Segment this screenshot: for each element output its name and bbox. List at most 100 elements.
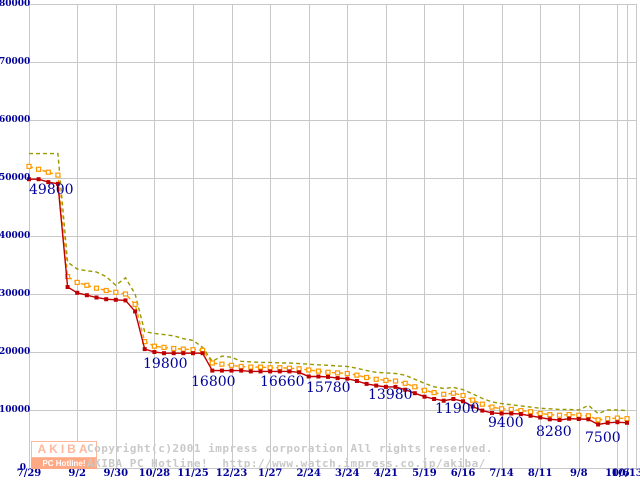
middle-price-dashed-orange-marker <box>421 387 428 393</box>
lowest-price-solid-red-marker <box>123 298 128 303</box>
lowest-price-solid-red-marker <box>142 347 147 352</box>
y-tick-label: 10000 <box>0 405 31 415</box>
middle-price-dashed-orange-marker <box>556 412 563 418</box>
middle-price-dashed-orange-marker <box>132 301 138 307</box>
lowest-price-solid-red-marker <box>605 420 610 425</box>
lowest-price-solid-red-marker <box>432 397 437 401</box>
lowest-price-solid-red-marker <box>104 297 109 302</box>
lowest-price-solid-red-marker <box>412 391 417 396</box>
lowest-price-solid-red-marker <box>345 376 350 381</box>
lowest-price-solid-red-marker <box>316 374 321 379</box>
y-tick-label: 20000 <box>0 347 31 357</box>
lowest-price-solid-red-marker <box>210 368 215 373</box>
middle-price-dashed-orange-marker <box>392 378 399 384</box>
lowest-price-solid-red-marker <box>538 415 543 420</box>
middle-price-dashed-orange-marker <box>219 361 225 367</box>
middle-price-dashed-orange-marker <box>605 416 611 422</box>
lowest-price-solid-red-marker <box>528 413 533 418</box>
data-label: 8280 <box>536 424 572 440</box>
middle-price-dashed-orange-marker <box>113 289 119 295</box>
middle-price-dashed-orange-marker <box>576 412 582 418</box>
site-url-line: AKIBA PC Hotline! http://www.watch.impre… <box>87 457 486 470</box>
lowest-price-solid-red-marker <box>326 374 330 379</box>
middle-price-dashed-orange-marker <box>489 404 495 410</box>
middle-price-dashed-orange-marker <box>238 363 244 370</box>
y-tick-label: 30000 <box>0 289 31 299</box>
x-tick-label: 7/14 <box>489 468 514 479</box>
lowest-price-solid-red-marker <box>393 384 398 389</box>
middle-price-dashed-orange-marker <box>74 279 80 285</box>
middle-price-dashed-orange-marker <box>566 412 572 418</box>
lowest-price-solid-red-marker <box>152 350 157 354</box>
middle-price-dashed-orange-marker <box>527 409 534 415</box>
lowest-price-solid-red-marker <box>306 374 311 379</box>
middle-price-dashed-orange-marker <box>412 384 418 390</box>
pc-hotline-logo-band: PC Hotline! <box>31 458 97 469</box>
data-label: 9400 <box>488 415 524 431</box>
lowest-price-solid-red-marker <box>65 285 70 289</box>
lowest-price-solid-red-marker <box>596 422 601 427</box>
data-label: 49800 <box>29 182 74 198</box>
data-label: 16800 <box>191 374 236 390</box>
y-tick-label: 40000 <box>0 231 31 241</box>
lowest-price-solid-red-marker <box>335 376 340 381</box>
middle-price-dashed-orange-marker <box>344 370 350 377</box>
middle-price-dashed-orange-marker <box>171 345 177 352</box>
middle-price-dashed-orange-marker <box>190 347 196 353</box>
x-tick-label: 12/23 <box>215 468 248 479</box>
x-tick-label: 10/28 <box>138 468 171 479</box>
lowest-price-solid-red-marker <box>239 368 244 373</box>
upper-price-dashed-olive-line <box>29 152 628 415</box>
lowest-price-solid-red-marker <box>55 181 60 186</box>
lowest-price-solid-red-marker <box>461 399 465 404</box>
data-label: 13980 <box>368 387 413 403</box>
lowest-price-solid-red-marker <box>557 418 562 422</box>
x-tick-label: 3/24 <box>335 468 360 479</box>
lowest-price-solid-red-marker <box>268 369 273 374</box>
copyright-line: Copyright(c)2001 impress corporation All… <box>87 442 493 455</box>
lowest-price-solid-red-marker <box>586 417 591 422</box>
middle-price-dashed-orange-marker <box>624 416 630 422</box>
lowest-price-solid-red-marker <box>470 404 475 409</box>
lowest-price-solid-red-marker <box>277 369 282 374</box>
x-tick-label: 9/2 <box>68 468 86 479</box>
middle-price-dashed-orange-marker <box>518 408 524 414</box>
lowest-price-solid-red-marker <box>171 351 176 356</box>
middle-price-dashed-orange-marker <box>277 365 283 371</box>
lowest-price-solid-red-marker <box>297 370 302 375</box>
lowest-price-solid-red-marker <box>518 412 523 417</box>
y-tick-label: 60000 <box>0 115 31 125</box>
lowest-price-solid-red-marker <box>374 383 379 388</box>
middle-price-dashed-orange-marker <box>103 287 109 294</box>
middle-price-dashed-orange-marker <box>64 274 71 280</box>
middle-price-dashed-orange-marker <box>470 397 476 403</box>
data-label: 7500 <box>585 430 621 446</box>
lowest-price-solid-red-marker <box>509 411 514 416</box>
lowest-price-solid-red-marker <box>403 387 408 392</box>
middle-price-dashed-orange-marker <box>383 377 389 383</box>
lowest-price-solid-red-marker <box>219 368 224 373</box>
x-tick-label: 6/16 <box>450 468 476 479</box>
lowest-price-solid-red-marker <box>27 177 31 182</box>
lowest-price-solid-red-marker <box>94 295 99 300</box>
middle-price-dashed-orange-marker <box>93 285 100 291</box>
lowest-price-solid-red-marker <box>576 417 581 421</box>
y-tick-label: 70000 <box>0 57 31 67</box>
middle-price-dashed-orange-marker <box>614 415 621 421</box>
middle-price-dashed-orange-marker <box>161 344 167 350</box>
middle-price-dashed-orange-marker <box>354 372 360 378</box>
middle-price-dashed-orange-marker <box>35 166 42 172</box>
plot-border <box>29 4 637 469</box>
lowest-price-solid-red-marker <box>490 410 494 415</box>
middle-price-dashed-orange-marker <box>479 401 485 407</box>
lowest-price-solid-red-marker <box>625 420 629 425</box>
middle-price-dashed-orange-marker <box>537 410 543 417</box>
middle-price-dashed-orange-marker <box>248 364 254 370</box>
lowest-price-solid-red-marker <box>84 293 89 298</box>
middle-price-dashed-orange-marker <box>315 368 321 374</box>
middle-price-dashed-orange-marker <box>257 364 264 370</box>
lowest-price-solid-red-marker <box>615 420 620 425</box>
akiba-pc-hotline-logo: AKIBA PC Hotline! <box>31 441 97 469</box>
